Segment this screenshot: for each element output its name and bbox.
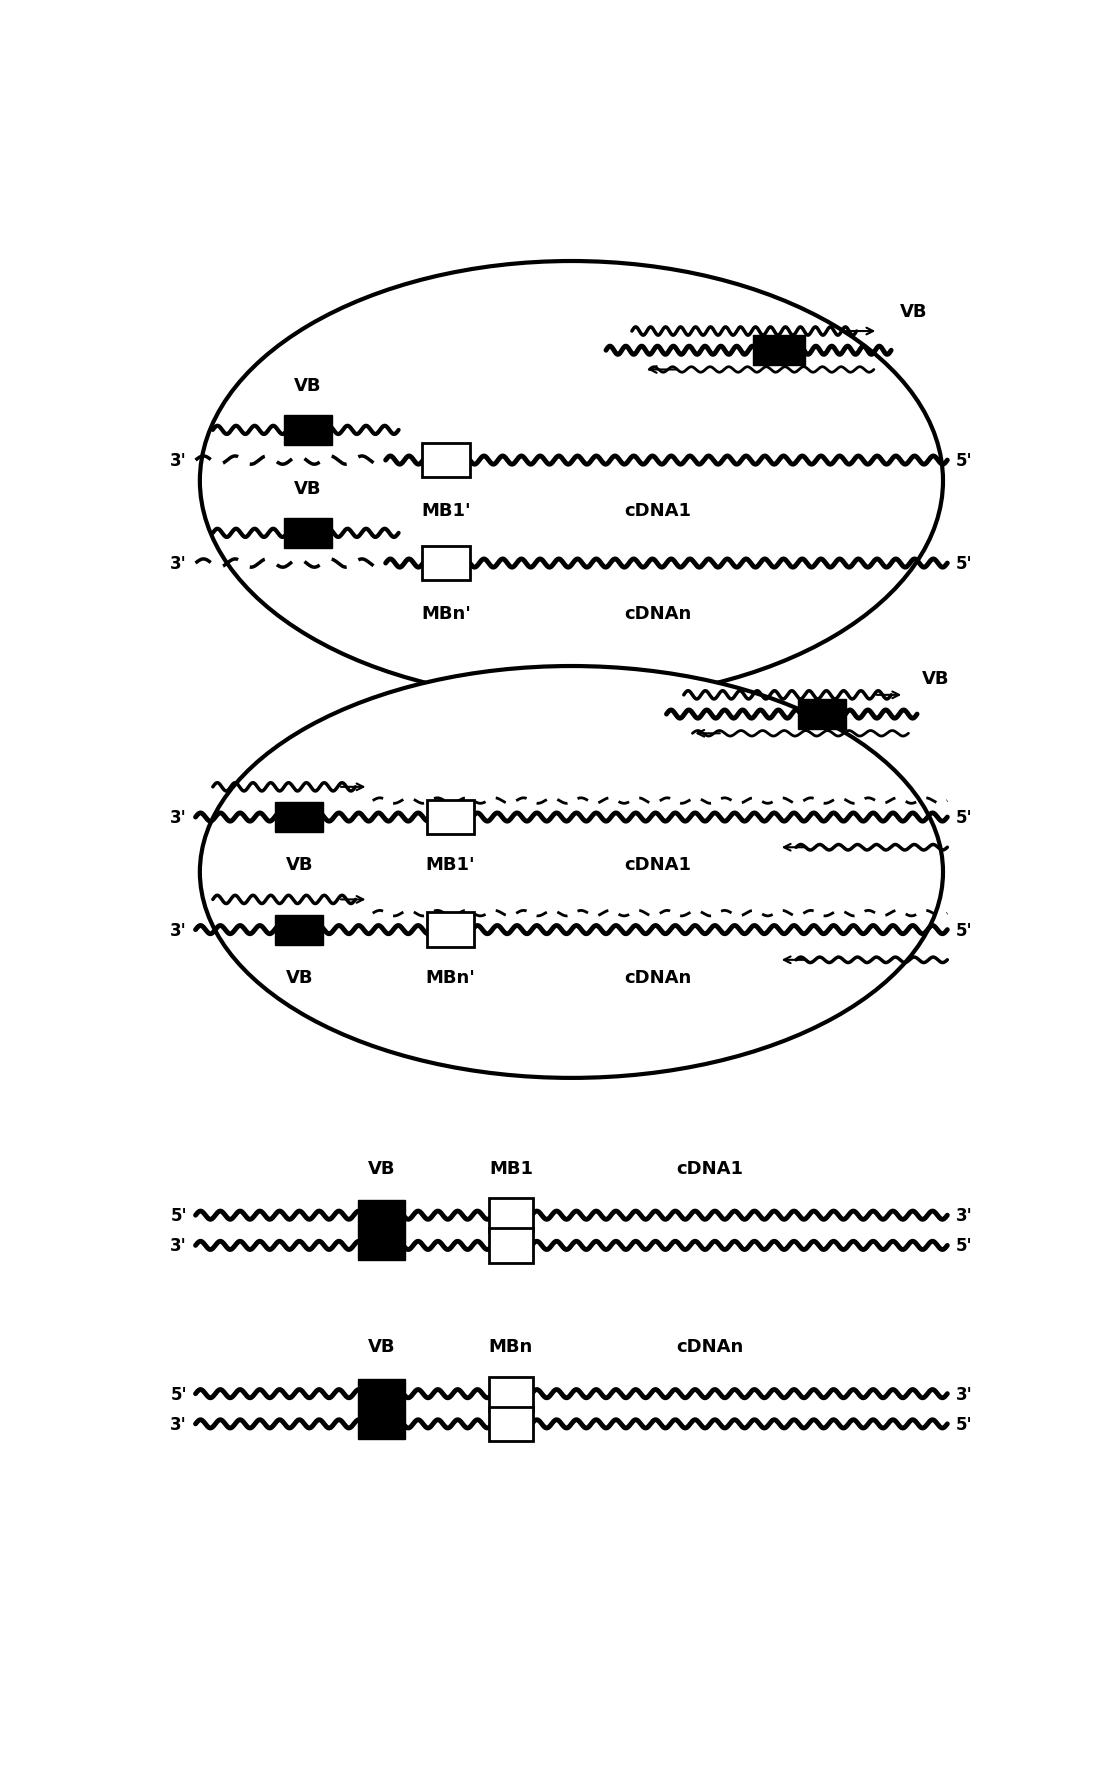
Text: 3': 3': [171, 921, 187, 939]
Text: VB: VB: [294, 479, 321, 497]
Text: 5': 5': [956, 453, 972, 470]
Text: MBn': MBn': [421, 604, 471, 624]
Bar: [358, 1379, 405, 1410]
Text: MB1: MB1: [489, 1158, 533, 1178]
Bar: [358, 1201, 405, 1231]
Bar: [284, 415, 331, 446]
Text: 5': 5': [956, 1415, 972, 1433]
Bar: [427, 800, 474, 834]
Bar: [358, 1231, 405, 1262]
Bar: [275, 914, 323, 944]
Text: cDNAn: cDNAn: [676, 1338, 744, 1356]
Text: MB1': MB1': [426, 855, 475, 873]
Text: VB: VB: [368, 1158, 395, 1178]
Text: VB: VB: [368, 1338, 395, 1356]
Text: 5': 5': [956, 1237, 972, 1255]
Text: 3': 3': [171, 1415, 187, 1433]
Bar: [358, 1410, 405, 1440]
Text: cDNAn: cDNAn: [624, 969, 691, 987]
Text: 5': 5': [956, 809, 972, 827]
Text: 3': 3': [956, 1206, 972, 1224]
Text: 3': 3': [171, 453, 187, 470]
Bar: [423, 547, 469, 581]
Bar: [489, 1408, 533, 1442]
Text: MBn': MBn': [426, 969, 475, 987]
Bar: [489, 1198, 533, 1233]
Bar: [275, 802, 323, 832]
Bar: [489, 1377, 533, 1411]
Text: 3': 3': [171, 809, 187, 827]
Bar: [753, 337, 805, 365]
Text: VB: VB: [921, 670, 949, 688]
Text: 5': 5': [956, 921, 972, 939]
Bar: [489, 1228, 533, 1263]
Bar: [798, 700, 846, 731]
Text: cDNA1: cDNA1: [676, 1158, 744, 1178]
Text: cDNA1: cDNA1: [624, 855, 691, 873]
Bar: [423, 444, 469, 478]
Text: VB: VB: [285, 969, 313, 987]
Text: cDNAn: cDNAn: [624, 604, 691, 624]
Bar: [427, 912, 474, 948]
Text: 3': 3': [956, 1385, 972, 1402]
Text: MB1': MB1': [421, 503, 471, 520]
Text: cDNA1: cDNA1: [624, 503, 691, 520]
Text: 5': 5': [171, 1385, 187, 1402]
Text: 3': 3': [171, 554, 187, 572]
Text: 5': 5': [171, 1206, 187, 1224]
Text: 5': 5': [956, 554, 972, 572]
Text: VB: VB: [900, 303, 928, 321]
Text: MBn: MBn: [488, 1338, 533, 1356]
Ellipse shape: [200, 262, 943, 700]
Text: VB: VB: [294, 378, 321, 396]
Text: VB: VB: [285, 855, 313, 873]
Bar: [284, 519, 331, 549]
Text: 3': 3': [171, 1237, 187, 1255]
Ellipse shape: [200, 666, 943, 1078]
